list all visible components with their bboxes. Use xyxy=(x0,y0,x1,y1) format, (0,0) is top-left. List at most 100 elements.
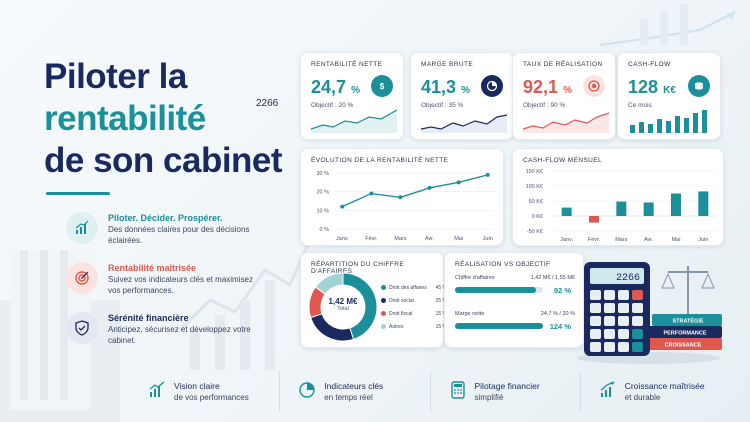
balance-scale-icon xyxy=(661,266,715,328)
benefit-title: Croissance maîtrisée xyxy=(624,381,705,391)
kpi-value: 24,7 % xyxy=(311,77,360,97)
target-icon xyxy=(66,262,98,294)
y-tick-label: 50 K€ xyxy=(529,199,543,205)
evolution-line-chart: 0 % 10 % 20 % 30 % Janv. Févr. Mars Avr. Mai Juin xyxy=(316,171,495,242)
hero-badge: 2266 xyxy=(256,98,279,109)
hero-title-line1: Piloter la xyxy=(44,57,187,96)
progress-bar xyxy=(455,287,543,293)
bar xyxy=(589,216,599,223)
evolution-chart-card: ÉVOLUTION DE LA RENTABILITÉ NETTE 0 % 10 … xyxy=(300,148,504,246)
feature-title: Rentabilité maîtrisée xyxy=(108,263,197,273)
chart-up-icon xyxy=(148,381,166,404)
bar xyxy=(671,193,681,216)
feature-desc: Suivez vos indicateurs clés et maximisez… xyxy=(108,275,253,295)
feature-item: Sérénité financière Anticipez, sécurisez… xyxy=(66,312,266,346)
x-tick-label: Mars xyxy=(615,237,627,243)
data-point xyxy=(398,195,403,200)
donut-center-label: Total xyxy=(337,306,349,312)
y-tick-label: 100 K€ xyxy=(526,184,543,190)
x-tick-label: Mars xyxy=(394,236,406,242)
growth-arrow-icon xyxy=(599,380,617,404)
kpi-label: MARGE BRUTE xyxy=(421,61,474,68)
cashflow-chart-card: CASH-FLOW MENSUEL 150 K€ 100 K€ 50 K€ 0 K€ -… xyxy=(512,148,724,246)
donut-slice xyxy=(314,272,344,295)
feature-title: Piloter. Décider. Prospérer. xyxy=(108,213,223,223)
benefit-item: Pilotage financier simplifié xyxy=(431,372,581,412)
x-tick-label: Juin xyxy=(483,236,493,242)
calculator-key xyxy=(590,303,601,313)
calculator-key xyxy=(590,290,601,300)
shield-check-icon xyxy=(66,312,98,344)
calculator-key xyxy=(618,316,629,326)
chart-title: ÉVOLUTION DE LA RENTABILITÉ NETTE xyxy=(311,157,449,164)
x-tick-label: Févr. xyxy=(365,236,378,242)
progress-pct: 92 % xyxy=(553,286,571,295)
legend-item: Droit fiscal 15 % xyxy=(381,307,447,320)
x-tick-label: Mai xyxy=(454,236,463,242)
bar xyxy=(616,201,627,216)
calculator-key xyxy=(618,329,629,339)
calculator-key xyxy=(604,329,615,339)
bar xyxy=(698,191,709,216)
feature-item: Piloter. Décider. Prospérer. Des données… xyxy=(66,212,266,246)
kpi-label: CASH-FLOW xyxy=(628,61,671,68)
data-point xyxy=(427,185,432,190)
calculator-key xyxy=(618,290,629,300)
hero-divider xyxy=(46,192,110,195)
x-tick-label: Avr. xyxy=(425,236,435,242)
benefit-desc: en temps réel xyxy=(324,393,373,402)
y-tick-label: 20 % xyxy=(316,190,329,196)
x-tick-label: Mai xyxy=(672,237,681,243)
chart-title: CASH-FLOW MENSUEL xyxy=(523,157,603,164)
x-tick-label: Juin xyxy=(698,237,708,243)
data-point xyxy=(485,172,490,177)
x-tick-label: Févr. xyxy=(588,237,601,243)
benefit-desc: de vos performances xyxy=(174,393,249,402)
y-tick-label: 0 % xyxy=(320,227,330,233)
benefit-item: Croissance maîtrisée et durable xyxy=(581,372,730,412)
y-tick-label: -50 K€ xyxy=(527,229,543,235)
legend-item: Droit des affaires 45 % xyxy=(381,281,447,294)
kpi-sparkline xyxy=(420,114,508,133)
money-icon: $ xyxy=(371,75,393,97)
donut-center-value: 1,42 M€ xyxy=(328,297,358,306)
calculator-key xyxy=(632,342,643,352)
calculator-key xyxy=(590,342,601,352)
feature-desc: Anticipez, sécurisez et développez votre… xyxy=(108,325,251,345)
feature-title: Sérénité financière xyxy=(108,313,189,323)
chart-up-icon xyxy=(66,212,98,244)
coins-icon xyxy=(688,75,710,97)
x-tick-label: Janv. xyxy=(560,237,573,243)
svg-text:$: $ xyxy=(380,82,385,91)
kpi-sparkline xyxy=(630,110,707,133)
benefit-item: Indicateurs clés en temps réel xyxy=(280,372,431,412)
bar xyxy=(643,202,654,216)
feature-item: Rentabilité maîtrisée Suivez vos indicat… xyxy=(66,262,266,296)
target-icon xyxy=(583,75,605,97)
kpi-value: 41,3 % xyxy=(421,77,470,97)
benefit-title: Vision claire xyxy=(174,381,220,391)
realisation-card: RÉALISATION VS OBJECTIF Chiffre d'affair… xyxy=(444,252,584,348)
data-point xyxy=(340,204,345,209)
kpi-card-realisation: TAUX DE RÉALISATION 92,1 % Objectif : 90… xyxy=(512,52,616,140)
kpi-sub: Ce mois xyxy=(628,102,652,109)
benefit-title: Indicateurs clés xyxy=(324,381,384,391)
progress-bar xyxy=(455,323,543,329)
donut-slice xyxy=(310,313,355,342)
calculator-key xyxy=(590,316,601,326)
realisation-row: Chiffre d'affaires 1,42 M€ / 1,55 M€ 92 % xyxy=(455,275,575,295)
calculator-key xyxy=(604,342,615,352)
book-label: CROISSANCE xyxy=(665,343,702,349)
calculator-icon xyxy=(449,380,467,404)
kpi-card-rentabilite: RENTABILITÉ NETTE 24,7 % Objectif : 20 %… xyxy=(300,52,404,140)
y-tick-label: 30 % xyxy=(316,171,329,177)
y-tick-label: 150 K€ xyxy=(526,169,543,175)
legend-item: Autres 15 % xyxy=(381,320,447,333)
x-tick-label: Janv. xyxy=(336,236,349,242)
hero-title-line2: rentabilité xyxy=(44,99,206,138)
kpi-value: 92,1 % xyxy=(523,77,572,97)
book-label: STRATÉGIE xyxy=(672,317,703,325)
benefit-title: Pilotage financier xyxy=(474,381,540,391)
hero-title-line3: de son cabinet xyxy=(44,141,283,180)
kpi-card-marge: MARGE BRUTE 41,3 % Objectif : 35 % xyxy=(410,52,514,140)
